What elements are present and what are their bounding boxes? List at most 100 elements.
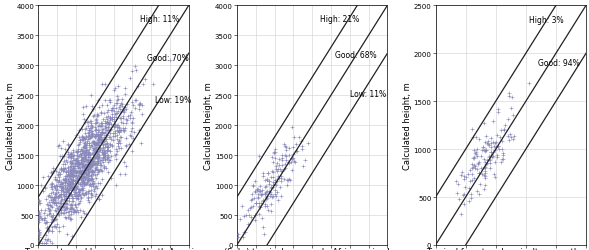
Point — [464, 186, 474, 190]
Point — [107, 113, 116, 117]
Point — [498, 157, 508, 161]
Point — [112, 112, 121, 116]
Point — [77, 138, 87, 141]
Point — [62, 196, 71, 200]
Point — [105, 136, 114, 140]
Point — [85, 162, 95, 166]
Point — [80, 168, 90, 172]
Point — [74, 194, 83, 198]
Point — [82, 165, 92, 169]
Point — [84, 196, 93, 200]
Point — [55, 176, 64, 180]
Point — [62, 170, 71, 174]
Point — [65, 167, 75, 171]
Point — [65, 216, 75, 220]
Point — [64, 199, 74, 203]
Point — [508, 137, 518, 141]
Point — [107, 118, 117, 122]
Point — [78, 181, 88, 185]
Point — [91, 155, 101, 159]
Point — [59, 194, 69, 198]
Point — [86, 163, 95, 167]
Point — [100, 155, 110, 159]
Point — [252, 202, 261, 205]
Point — [85, 163, 95, 167]
Point — [54, 194, 64, 198]
Point — [474, 163, 483, 167]
Point — [481, 162, 490, 166]
Point — [59, 212, 69, 216]
Point — [42, 220, 52, 224]
Point — [102, 118, 112, 122]
Point — [95, 153, 104, 157]
Point — [262, 196, 272, 200]
Point — [274, 177, 283, 181]
Point — [69, 176, 78, 180]
Point — [65, 164, 74, 168]
Point — [134, 102, 144, 106]
Point — [61, 167, 70, 171]
Point — [47, 241, 57, 245]
Point — [68, 172, 78, 175]
Point — [90, 168, 100, 172]
Point — [75, 188, 85, 192]
Point — [78, 174, 88, 178]
Point — [68, 178, 78, 182]
Point — [63, 150, 72, 154]
Point — [56, 166, 65, 170]
Point — [80, 168, 89, 172]
Point — [104, 160, 113, 164]
Point — [75, 150, 85, 154]
Point — [253, 195, 263, 199]
Point — [100, 132, 109, 136]
Point — [252, 201, 261, 205]
Point — [51, 201, 60, 205]
Point — [240, 230, 249, 234]
Point — [102, 121, 112, 125]
Point — [114, 106, 124, 110]
Point — [85, 119, 94, 123]
Point — [140, 77, 150, 81]
Point — [35, 233, 44, 237]
Point — [85, 162, 95, 166]
Point — [63, 173, 72, 177]
Point — [270, 192, 280, 196]
Point — [66, 171, 75, 175]
Point — [84, 178, 93, 182]
Point — [90, 142, 100, 146]
Point — [68, 204, 77, 208]
Point — [47, 170, 56, 174]
Point — [103, 154, 112, 158]
Point — [44, 174, 53, 178]
Point — [41, 220, 51, 224]
Point — [71, 171, 80, 175]
Point — [85, 182, 95, 186]
Point — [83, 191, 92, 195]
Point — [49, 224, 58, 228]
Point — [105, 119, 114, 123]
Point — [280, 154, 290, 158]
Point — [64, 182, 73, 186]
Point — [95, 125, 104, 129]
Point — [72, 208, 82, 212]
Point — [288, 157, 297, 161]
Point — [41, 241, 51, 245]
Point — [96, 130, 105, 134]
Point — [106, 138, 115, 142]
Point — [86, 143, 95, 147]
Point — [98, 128, 108, 132]
Point — [47, 195, 57, 199]
Point — [86, 164, 95, 168]
Point — [91, 118, 101, 122]
Point — [83, 179, 92, 183]
Point — [57, 182, 67, 186]
Point — [55, 193, 64, 197]
Point — [64, 183, 74, 187]
Point — [243, 208, 253, 212]
Point — [84, 166, 94, 170]
Point — [87, 104, 97, 108]
Point — [79, 153, 88, 157]
Point — [120, 128, 129, 132]
Point — [56, 188, 65, 192]
Point — [233, 232, 243, 236]
